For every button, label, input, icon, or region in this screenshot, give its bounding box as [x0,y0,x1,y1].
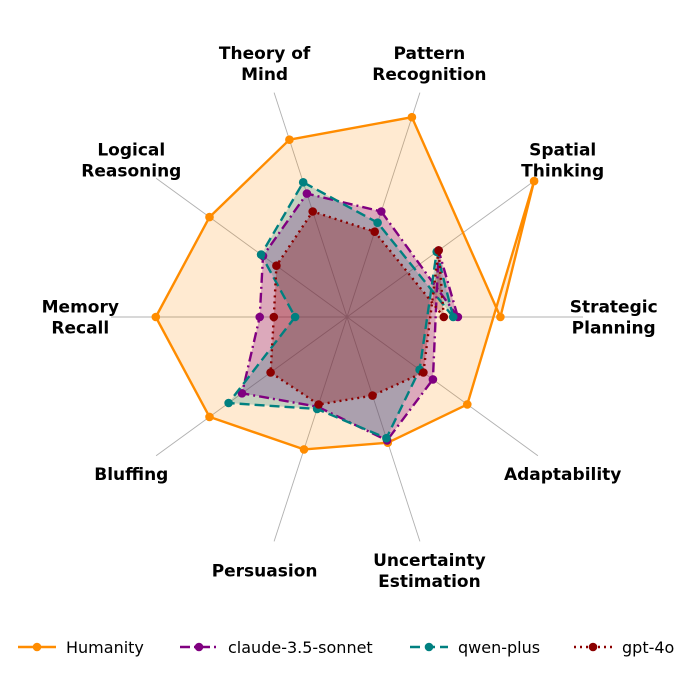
data-point-gpt-4o-persuasion [314,400,323,409]
axis-label-pattern-recognition: Pattern Recognition [372,44,486,85]
axis-label-uncertainty-estimation: Uncertainty Estimation [373,551,486,592]
legend-swatch-marker [194,642,204,652]
data-point-humanity-logical-reasoning [205,212,214,222]
data-point-gpt-4o-bluffing [266,368,275,377]
axis-label-theory-of-mind: Theory of Mind [219,44,311,85]
legend-item-humanity: Humanity [18,638,144,657]
data-point-humanity-spatial-thinking [529,176,539,186]
data-point-claude-3-5-sonnet-bluffing [237,389,247,398]
data-point-claude-3-5-sonnet-memory-recall [255,312,264,322]
data-point-humanity-persuasion [299,445,309,454]
data-point-humanity-bluffing [205,412,214,422]
data-point-humanity-theory-of-mind [285,135,294,144]
data-point-humanity-adaptability [463,400,472,409]
data-point-qwen-plus-bluffing [224,398,233,408]
axis-label-bluffing: Bluffing [94,465,168,485]
legend: Humanity claude-3.5-sonnet qwen-plus gpt-4o [18,638,674,657]
data-point-gpt-4o-adaptability [419,368,428,377]
axis-label-layer: Strategic Planning Pattern Recognition Theor… [42,44,658,592]
data-point-qwen-plus-theory-of-mind [298,178,308,187]
legend-label: claude-3.5-sonnet [228,638,373,657]
axis-label-persuasion: Persuasion [212,562,318,582]
data-point-qwen-plus-memory-recall [290,312,300,322]
axis-spoke-spatial-thinking [346,177,539,318]
data-point-qwen-plus-pattern-recognition [373,218,382,227]
data-point-gpt-4o-spatial-thinking [434,246,443,255]
data-point-humanity-strategic-planning [496,312,505,322]
axis-spoke-pattern-recognition [346,92,421,318]
data-point-gpt-4o-memory-recall [269,312,279,322]
series-fill-humanity [155,117,535,450]
axis-label-spatial-thinking: Spatial Thinking [521,141,604,182]
legend-swatch-marker [588,642,598,652]
data-point-gpt-4o-strategic-planning [439,312,449,322]
series-line-layer [151,112,539,454]
data-point-qwen-plus-uncertainty-estimation [382,433,391,443]
data-point-humanity-pattern-recognition [407,112,417,122]
axis-spoke-adaptability [346,316,539,457]
axis-spoke-theory-of-mind [273,92,348,318]
axis-label-logical-reasoning: Logical Reasoning [81,141,181,182]
legend-item-gpt-4o: gpt-4o [574,638,674,657]
data-point-gpt-4o-theory-of-mind [308,207,318,216]
series-fill-layer [155,117,535,450]
axis-label-adaptability: Adaptability [504,465,621,485]
data-point-gpt-4o-pattern-recognition [370,227,380,236]
data-point-qwen-plus-logical-reasoning [256,250,266,259]
data-point-qwen-plus-strategic-planning [448,312,458,322]
legend-label: gpt-4o [622,638,674,657]
axis-spoke-logical-reasoning [155,177,348,318]
data-point-claude-3-5-sonnet-theory-of-mind [302,189,312,198]
data-point-gpt-4o-uncertainty-estimation [368,391,377,400]
series-fill-gpt-4o [270,211,444,405]
axis-spoke-uncertainty-estimation [346,316,421,542]
axis-spoke-bluffing [155,316,348,457]
data-point-gpt-4o-logical-reasoning [272,261,281,271]
axis-label-strategic-planning: Strategic Planning [570,298,658,339]
legend-item-qwen-plus: qwen-plus [410,638,540,657]
data-point-humanity-memory-recall [151,312,161,322]
axis-spoke-persuasion [273,316,348,542]
legend-swatch-marker [424,642,434,652]
series-fill-qwen-plus [228,182,454,439]
data-point-claude-3-5-sonnet-pattern-recognition [377,207,386,216]
legend-label: Humanity [66,638,144,657]
grid-layer [111,92,583,542]
legend-item-claude-3-5-sonnet: claude-3.5-sonnet [180,638,373,657]
data-point-claude-3-5-sonnet-adaptability [428,375,438,384]
legend-swatch-marker [32,642,42,652]
legend-label: qwen-plus [458,638,540,657]
axis-label-memory-recall: Memory Recall [42,298,119,339]
